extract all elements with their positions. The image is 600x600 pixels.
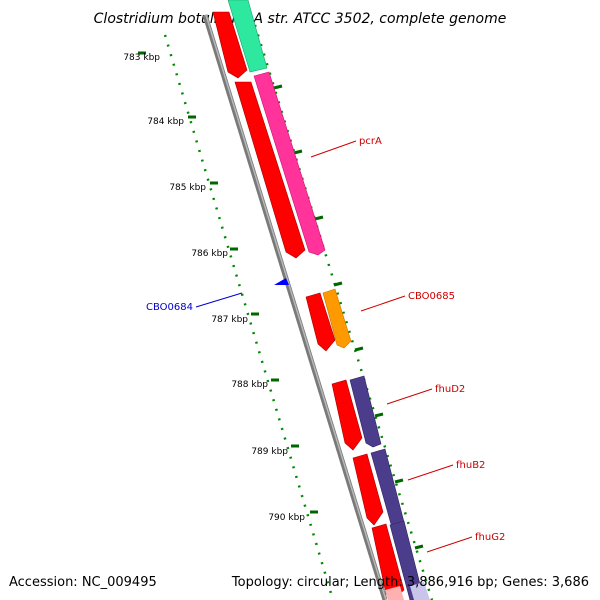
tick-789: 789 kbp: [251, 444, 299, 457]
tick-label-783: 783 kbp: [123, 53, 160, 63]
cds-arrow-CBO0685[interactable]: [305, 292, 336, 352]
outer-tick-7: [394, 478, 404, 484]
cds-arrow-top[interactable]: [212, 11, 248, 79]
gene-magenta[interactable]: [253, 71, 326, 256]
gene-green[interactable]: [227, 0, 268, 73]
tick-787: 787 kbp: [211, 312, 259, 325]
leader-fhuG2: [426, 536, 473, 553]
accession-text: Accession: NC_009495: [9, 575, 157, 590]
outer-tick-2: [293, 149, 303, 155]
tick-786: 786 kbp: [191, 247, 238, 259]
label-pcrA[interactable]: pcrA: [359, 136, 382, 147]
label-CBO0685[interactable]: CBO0685: [408, 291, 455, 302]
label-CBO0684[interactable]: CBO0684: [146, 302, 193, 313]
tick-790: 790 kbp: [268, 510, 318, 523]
outer-tick-8: [414, 544, 424, 550]
gene-track: [227, 0, 430, 600]
outer-ring-ticks: [273, 84, 424, 550]
tick-label-786: 786 kbp: [191, 249, 228, 259]
cds-faded: [385, 586, 404, 600]
label-fhuD2[interactable]: fhuD2: [435, 384, 465, 395]
tick-788: 788 kbp: [231, 378, 279, 390]
cds-arrow-fhuB2[interactable]: [352, 453, 384, 526]
gene-purple-1[interactable]: [349, 375, 382, 448]
tick-783: 783 kbp: [123, 51, 160, 63]
leader-CBO0685: [360, 295, 406, 312]
label-fhuG2[interactable]: fhuG2: [475, 532, 505, 543]
tick-785: 785 kbp: [169, 181, 218, 193]
tick-label-785: 785 kbp: [169, 183, 206, 193]
ruler-dotted-line: [163, 34, 335, 600]
gene-lavender: [410, 582, 430, 600]
genome-backbone: [202, 14, 388, 600]
leader-fhuB2: [407, 464, 454, 481]
tick-label-788: 788 kbp: [231, 380, 268, 390]
outer-tick-4: [333, 281, 343, 287]
tick-label-784: 784 kbp: [147, 117, 184, 127]
gene-orange[interactable]: [322, 288, 352, 349]
backbone-highlight: [205, 14, 387, 600]
tick-label-790: 790 kbp: [268, 513, 305, 523]
cds-track: [212, 11, 405, 600]
blue-feature-CBO0684[interactable]: [274, 278, 289, 285]
outer-tick-6: [374, 412, 384, 418]
outer-tick-5: [354, 346, 364, 352]
gene-purple-3[interactable]: [389, 520, 425, 600]
tick-label-787: 787 kbp: [211, 315, 248, 325]
cds-arrow-pcrA[interactable]: [234, 81, 306, 259]
label-fhuB2[interactable]: fhuB2: [456, 460, 485, 471]
genome-title: Clostridium botulinum A str. ATCC 3502, …: [94, 11, 507, 27]
ruler-ticks: 783 kbp 784 kbp 785 kbp 786 kbp 787 kbp …: [123, 51, 318, 523]
leader-pcrA: [310, 140, 357, 158]
tick-label-789: 789 kbp: [251, 447, 288, 457]
genome-summary: Topology: circular; Length: 3,886,916 bp…: [231, 575, 589, 590]
cds-arrow-fhuD2[interactable]: [331, 379, 363, 451]
outer-tick-1: [273, 84, 283, 90]
leader-CBO0684: [195, 292, 243, 308]
gene-labels: pcrA CBO0685 fhuD2 fhuB2 fhuG2 CBO0684: [146, 136, 505, 553]
tick-784: 784 kbp: [147, 115, 196, 127]
leader-fhuD2: [386, 388, 433, 405]
outer-tick-3: [314, 215, 324, 221]
